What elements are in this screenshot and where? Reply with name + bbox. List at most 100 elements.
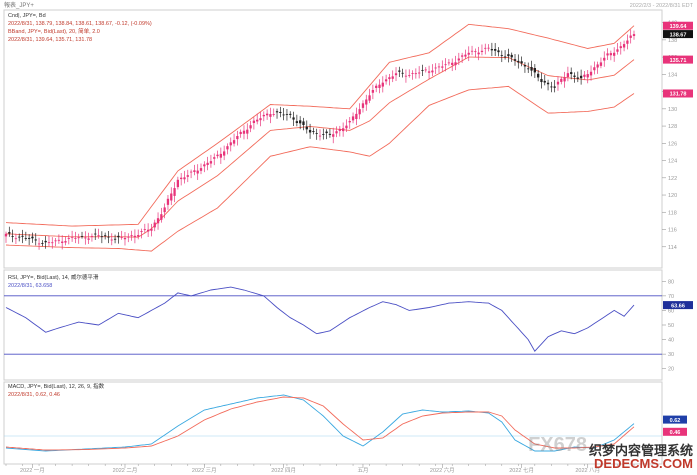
candle-body — [54, 240, 57, 242]
candle-body — [583, 74, 586, 77]
candle-body — [533, 68, 536, 73]
rsi-ytick-label: 30 — [668, 352, 674, 358]
candle — [414, 68, 418, 79]
candle-body — [606, 53, 609, 56]
price-badge-bg — [663, 21, 693, 30]
candle-body — [8, 232, 11, 234]
candle — [180, 173, 183, 186]
macd-badge: 0.62 — [663, 415, 687, 424]
rsi-ytick-label: 40 — [668, 338, 674, 344]
candle — [328, 128, 332, 138]
candle — [236, 130, 239, 146]
candle — [616, 42, 619, 55]
candle-body — [474, 51, 477, 53]
candle-body — [632, 34, 636, 36]
candle-body — [381, 82, 384, 87]
candle-body — [77, 237, 80, 239]
candle-body — [579, 75, 583, 79]
candle-body — [378, 84, 381, 89]
macd-line — [5, 394, 635, 452]
candle — [368, 88, 371, 104]
rsi-badge-label: 63.66 — [671, 303, 685, 309]
x-tick-label: 2022 七月 — [509, 466, 534, 474]
candle-body — [47, 242, 51, 244]
candle — [332, 127, 335, 144]
macd-legend-line-2: 2022/8/31, 0.62, 0.46 — [8, 392, 60, 398]
candle — [193, 164, 196, 176]
x-tick-label: 2022 八月 — [575, 467, 600, 474]
candle-body — [41, 243, 44, 244]
candle — [593, 61, 596, 75]
candle — [570, 67, 573, 80]
candle-body — [404, 75, 408, 77]
candle-body — [388, 77, 391, 80]
candle — [533, 64, 536, 78]
candle — [27, 234, 31, 246]
candle — [351, 112, 355, 124]
candle-body — [133, 235, 137, 238]
candle — [262, 111, 265, 122]
candle-body — [616, 49, 619, 52]
candle-body — [408, 75, 411, 76]
candle-body — [622, 44, 626, 48]
candle-body — [586, 74, 589, 78]
candle-body — [64, 241, 67, 243]
candle-body — [470, 50, 474, 52]
candle — [371, 84, 375, 100]
candle-body — [566, 73, 570, 78]
candle — [338, 125, 341, 137]
candle-body — [265, 113, 269, 116]
candle — [418, 66, 421, 79]
candle — [480, 44, 484, 56]
candle — [391, 70, 394, 83]
candle — [163, 203, 166, 219]
candle-body — [441, 66, 444, 68]
price-ytick-label: 128 — [668, 124, 677, 130]
rsi-ytick-label: 60 — [668, 308, 674, 314]
macd-legend: MACD, JPY=, Bid(Last), 12, 26, 9, 指数 202… — [8, 382, 105, 398]
candle — [67, 234, 70, 245]
candle — [246, 123, 249, 140]
candle-body — [196, 170, 199, 174]
candle-body — [236, 136, 239, 140]
candle-body — [259, 118, 262, 121]
candle-body — [189, 171, 193, 173]
candle-body — [351, 116, 355, 121]
candle — [358, 103, 361, 120]
candle-body — [18, 236, 21, 238]
candle-body — [4, 233, 8, 237]
candle — [546, 79, 550, 91]
candle-body — [289, 113, 292, 115]
candle — [536, 69, 540, 82]
candle — [289, 111, 292, 119]
candle-body — [292, 117, 295, 120]
candle — [467, 46, 470, 62]
candle-body — [394, 73, 398, 76]
candle — [41, 240, 44, 247]
candle-body — [137, 235, 140, 237]
candle-body — [523, 65, 527, 67]
candle-body — [97, 235, 100, 237]
candle-body — [279, 111, 282, 114]
candle-body — [513, 59, 517, 61]
candle — [388, 74, 391, 86]
candle — [196, 164, 199, 180]
candle — [563, 71, 566, 88]
candle — [302, 117, 305, 131]
candle-body — [163, 207, 166, 213]
candle-body — [246, 129, 249, 134]
candle — [457, 52, 460, 66]
candle-body — [170, 193, 173, 201]
candle — [384, 74, 388, 85]
price-ytick-label: 124 — [668, 159, 677, 165]
candle — [127, 233, 130, 243]
candle — [619, 41, 622, 55]
candle-body — [480, 50, 484, 52]
candle-body — [14, 238, 18, 240]
candle-body — [467, 52, 470, 55]
bollinger-middle-line — [5, 56, 635, 238]
candle-body — [365, 99, 368, 105]
candle-body — [424, 69, 427, 71]
candle-body — [21, 235, 24, 237]
candle-body — [57, 239, 61, 241]
